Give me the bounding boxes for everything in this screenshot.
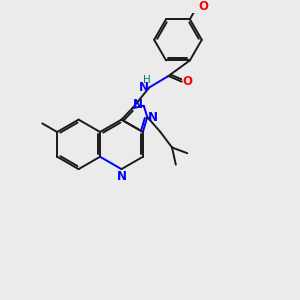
Text: O: O bbox=[198, 0, 208, 13]
Text: O: O bbox=[182, 75, 193, 88]
Text: H: H bbox=[143, 74, 150, 85]
Text: N: N bbox=[148, 110, 158, 124]
Text: N: N bbox=[139, 81, 149, 94]
Text: N: N bbox=[116, 170, 127, 183]
Text: N: N bbox=[133, 98, 143, 111]
